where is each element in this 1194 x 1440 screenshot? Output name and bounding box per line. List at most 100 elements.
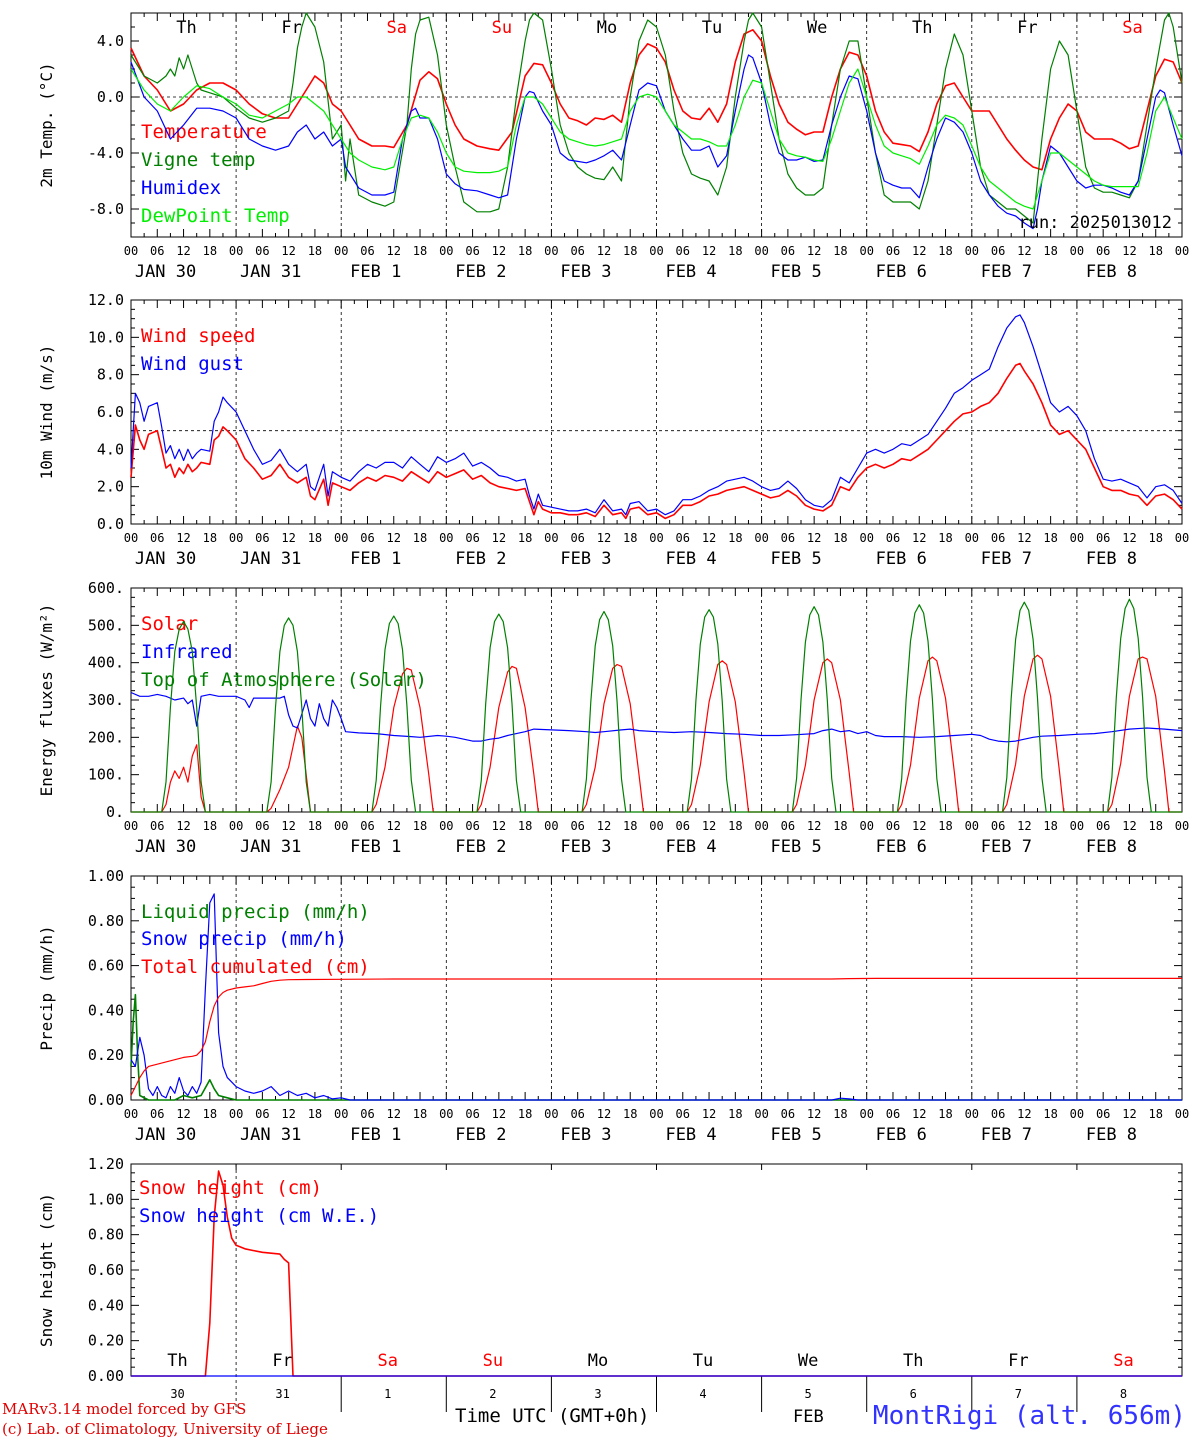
- hour-tick-label: 18: [518, 1107, 532, 1121]
- hour-tick-label: 00: [1070, 244, 1084, 258]
- y-axis-label: 2m Temp. (°C): [37, 62, 56, 187]
- day-name-label: Mo: [588, 1351, 608, 1371]
- hour-tick-label: 12: [1017, 819, 1031, 833]
- hour-tick-label: 06: [1096, 244, 1110, 258]
- hour-tick-label: 12: [1122, 819, 1136, 833]
- hour-tick-label: 00: [229, 531, 243, 545]
- hour-tick-label: 12: [387, 244, 401, 258]
- hour-tick-label: 06: [676, 819, 690, 833]
- hour-tick-label: 00: [965, 244, 979, 258]
- day-name-label: Th: [912, 18, 932, 38]
- panel-5: 30 31 1 2 3 4 5 6 7 8 Th Fr Sa Su Mo Tu We Th Fr Sa 0.00 0.20…: [37, 1155, 1183, 1414]
- series-line-1: [131, 1170, 1182, 1377]
- y-axis-label: Energy fluxes (W/m²): [37, 604, 56, 797]
- y-tick-label: 0.20: [88, 1332, 124, 1350]
- day-name-label: Th: [167, 1351, 187, 1371]
- hour-tick-label: 18: [1043, 819, 1057, 833]
- hour-tick-label: 00: [439, 531, 453, 545]
- date-label: FEB 1: [350, 262, 401, 282]
- hour-tick-label: 12: [1017, 1107, 1031, 1121]
- y-tick-label: 10.0: [88, 328, 124, 346]
- legend-entry: Vigne temp: [141, 149, 255, 171]
- date-label: JAN 30: [135, 262, 196, 282]
- hour-tick-label: 06: [991, 244, 1005, 258]
- date-label: JAN 31: [240, 549, 301, 569]
- hour-tick-label: 00: [544, 1107, 558, 1121]
- hour-tick-label: 00: [1070, 819, 1084, 833]
- date-label: FEB 6: [876, 262, 927, 282]
- hour-tick-label: 06: [570, 244, 584, 258]
- hour-tick-label: 12: [492, 531, 506, 545]
- hour-tick-label: 18: [518, 819, 532, 833]
- hour-tick-label: 12: [1017, 244, 1031, 258]
- date-label: FEB 8: [1086, 1125, 1137, 1145]
- y-tick-label: 8.0: [97, 366, 124, 384]
- hour-tick-label: 06: [781, 819, 795, 833]
- y-tick-label: 1.00: [88, 1190, 124, 1208]
- hour-tick-label: 00: [229, 244, 243, 258]
- hour-tick-label: 18: [203, 819, 217, 833]
- date-label: JAN 31: [240, 262, 301, 282]
- legend-entry: Temperature: [141, 121, 267, 143]
- legend-entry: Liquid precip (mm/h): [141, 901, 370, 923]
- legend-entry: Wind speed: [141, 325, 255, 347]
- hour-tick-label: 00: [334, 531, 348, 545]
- date-label: FEB 5: [771, 262, 822, 282]
- month-label: FEB: [793, 1407, 824, 1427]
- hour-tick-label: 12: [176, 531, 190, 545]
- date-label: FEB 3: [560, 837, 611, 857]
- date-label: FEB 6: [876, 549, 927, 569]
- hour-tick-label: 00: [544, 244, 558, 258]
- hour-tick-label: 06: [570, 819, 584, 833]
- hour-tick-label: 18: [203, 244, 217, 258]
- date-label: FEB 8: [1086, 262, 1137, 282]
- legend-entry: Infrared: [141, 641, 233, 663]
- hour-tick-label: 00: [124, 531, 138, 545]
- hour-tick-label: 18: [203, 1107, 217, 1121]
- series-line-2: [130, 12, 1183, 224]
- date-label: FEB 2: [455, 262, 506, 282]
- date-label: FEB 1: [350, 549, 401, 569]
- hour-tick-label: 18: [308, 531, 322, 545]
- hour-tick-label: 12: [807, 244, 821, 258]
- hour-tick-label: 00: [229, 1107, 243, 1121]
- legend-entry: Wind gust: [141, 353, 244, 375]
- date-label: FEB 7: [981, 837, 1032, 857]
- date-label: FEB 5: [771, 549, 822, 569]
- y-tick-label: 0.80: [88, 1226, 124, 1244]
- hour-tick-label: 00: [124, 1107, 138, 1121]
- hour-tick-label: 18: [1148, 244, 1162, 258]
- hour-tick-label: 12: [387, 1107, 401, 1121]
- legend-entry: Total cumulated (cm): [141, 956, 370, 978]
- y-tick-label: 100.: [88, 766, 124, 784]
- hour-tick-label: 00: [229, 819, 243, 833]
- hour-tick-label: 00: [754, 244, 768, 258]
- hour-tick-label: 06: [465, 531, 479, 545]
- hour-tick-label: 12: [1122, 1107, 1136, 1121]
- hour-tick-label: 00: [439, 819, 453, 833]
- hour-tick-label: 18: [623, 1107, 637, 1121]
- hour-tick-label: 00: [965, 1107, 979, 1121]
- y-tick-label: 0.60: [88, 1261, 124, 1279]
- plot-frame: [130, 299, 1183, 525]
- hour-tick-label: 18: [518, 244, 532, 258]
- date-label: FEB 5: [771, 1125, 822, 1145]
- hour-tick-label: 18: [1148, 1107, 1162, 1121]
- date-label: FEB 7: [981, 1125, 1032, 1145]
- day-number-label: 31: [275, 1387, 289, 1401]
- station-name: MontRigi (alt. 656m): [872, 1401, 1186, 1431]
- series-line-4: [130, 68, 1183, 210]
- hour-tick-label: 06: [465, 244, 479, 258]
- hour-tick-label: 18: [833, 244, 847, 258]
- series-line-1: [130, 362, 1183, 520]
- hour-tick-label: 12: [597, 1107, 611, 1121]
- hour-tick-label: 00: [859, 244, 873, 258]
- hour-tick-label: 00: [334, 244, 348, 258]
- date-label: FEB 6: [876, 837, 927, 857]
- hour-tick-label: 06: [150, 1107, 164, 1121]
- day-name-label: Fr: [281, 18, 301, 38]
- day-name-label: Fr: [1017, 18, 1037, 38]
- date-label: FEB 1: [350, 1125, 401, 1145]
- hour-tick-label: 12: [912, 819, 926, 833]
